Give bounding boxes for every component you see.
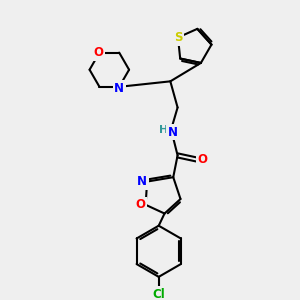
Text: N: N	[114, 82, 124, 95]
Text: Cl: Cl	[152, 288, 165, 300]
Text: N: N	[137, 175, 147, 188]
Text: N: N	[168, 126, 178, 139]
Text: O: O	[135, 198, 146, 211]
Text: H: H	[159, 125, 169, 135]
Text: O: O	[93, 46, 103, 59]
Text: O: O	[197, 153, 207, 166]
Text: S: S	[174, 31, 182, 44]
